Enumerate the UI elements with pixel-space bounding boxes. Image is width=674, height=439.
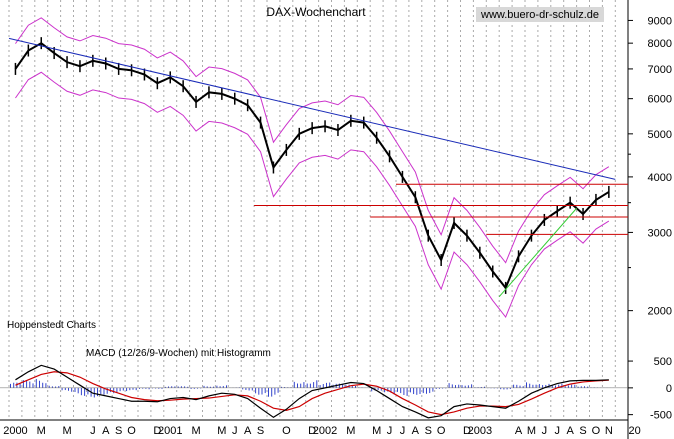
x-tick-label: J bbox=[542, 425, 548, 437]
x-tick-label: J bbox=[232, 425, 238, 437]
x-tick-label: A bbox=[566, 425, 574, 437]
macd-label: MACD (12/26/9-Wochen) mit Histogramm bbox=[86, 348, 271, 359]
trend-lines bbox=[8, 37, 628, 298]
x-tick-label: 2000 bbox=[3, 425, 27, 437]
bollinger-bands bbox=[15, 17, 610, 319]
x-tick-label: D bbox=[308, 425, 316, 437]
price-y-axis: 2000 3000 4000 5000 6000 7000 8000 9000 bbox=[628, 15, 672, 318]
chart-frame bbox=[0, 0, 629, 439]
watermark-background bbox=[476, 7, 604, 22]
x-tick-label: 20 bbox=[629, 425, 641, 437]
price-y-tick-label: 8000 bbox=[648, 38, 672, 50]
x-tick-label: J bbox=[90, 425, 96, 437]
x-tick-label: D bbox=[463, 425, 471, 437]
macd-line bbox=[15, 364, 609, 419]
macd-histogram bbox=[0, 378, 628, 398]
x-tick-label: A bbox=[244, 425, 252, 437]
price-line bbox=[14, 41, 610, 290]
macd-y-axis: -500 0 500 bbox=[628, 356, 672, 422]
x-tick-label: O bbox=[127, 425, 136, 437]
x-tick-label: J bbox=[400, 425, 406, 437]
x-tick-label: O bbox=[437, 425, 446, 437]
price-y-tick-label: 7000 bbox=[648, 64, 672, 76]
uptrend-line bbox=[498, 207, 577, 298]
macd-y-tick-label: 0 bbox=[666, 383, 672, 395]
x-tick-label: O bbox=[592, 425, 601, 437]
price-y-tick-label: 6000 bbox=[648, 94, 672, 106]
x-tick-label: J bbox=[387, 425, 393, 437]
x-tick-label: 2001 bbox=[158, 425, 182, 437]
x-tick-label: M bbox=[191, 425, 200, 437]
price-y-tick-label: 2000 bbox=[648, 306, 672, 318]
x-tick-label: 2003 bbox=[468, 425, 492, 437]
vertical-gridlines bbox=[8, 0, 616, 420]
price-y-tick-label: 3000 bbox=[648, 227, 672, 239]
x-tick-label: S bbox=[579, 425, 586, 437]
macd-y-tick-label: 500 bbox=[654, 356, 672, 368]
macd-lines bbox=[15, 364, 609, 419]
bollinger-lower bbox=[15, 71, 610, 319]
price-y-tick-label: 4000 bbox=[648, 172, 672, 184]
price-y-tick-label: 9000 bbox=[648, 15, 672, 27]
x-tick-label: M bbox=[62, 425, 71, 437]
x-tick-label: O bbox=[282, 425, 291, 437]
macd-y-tick-label: -500 bbox=[650, 410, 672, 422]
x-tick-label: S bbox=[115, 425, 122, 437]
x-tick-label: 2002 bbox=[313, 425, 337, 437]
x-tick-label: S bbox=[257, 425, 264, 437]
bollinger-upper bbox=[15, 17, 610, 264]
watermark: www.buero-dr-schulz.de bbox=[480, 9, 599, 21]
x-tick-label: A bbox=[515, 425, 523, 437]
x-tick-label: S bbox=[425, 425, 432, 437]
x-tick-label: M bbox=[37, 425, 46, 437]
x-tick-label: M bbox=[527, 425, 536, 437]
x-tick-label: M bbox=[372, 425, 381, 437]
chart-title: DAX-Wochenchart bbox=[266, 5, 366, 19]
x-tick-label: J bbox=[555, 425, 561, 437]
x-tick-label: D bbox=[153, 425, 161, 437]
x-tick-label: A bbox=[102, 425, 110, 437]
price-y-tick-label: 5000 bbox=[648, 129, 672, 141]
downtrend-line bbox=[8, 37, 616, 180]
source-label: Hoppenstedt Charts bbox=[7, 320, 96, 331]
x-tick-label: M bbox=[217, 425, 226, 437]
price-series bbox=[14, 37, 610, 294]
x-tick-label: N bbox=[605, 425, 613, 437]
x-tick-label: M bbox=[346, 425, 355, 437]
x-tick-label: A bbox=[412, 425, 420, 437]
